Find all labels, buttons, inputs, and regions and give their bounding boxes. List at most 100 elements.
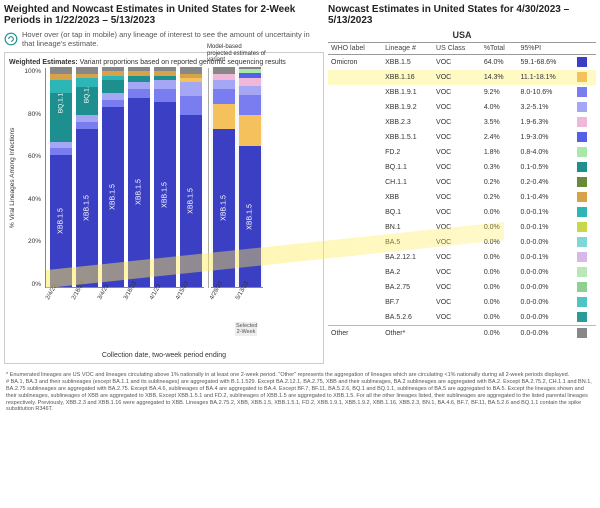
bar[interactable]: XBB.1.5 [154, 67, 176, 287]
bar-segment[interactable] [102, 80, 124, 93]
table-row[interactable]: BF.7VOC0.0%0.0-0.0% [328, 295, 596, 310]
bar-segment[interactable] [154, 76, 176, 80]
bar[interactable]: XBB.1.5 [128, 67, 150, 287]
table-row[interactable]: XBB.1.16VOC14.3%11.1-18.1% [328, 70, 596, 85]
main-bars[interactable]: XBB.1.5BQ.1.1XBB.1.5BQ.1.1XBB.1.5XBB.1.5… [45, 68, 204, 288]
color-swatch [577, 132, 587, 142]
bar-segment[interactable] [154, 89, 176, 102]
table-row[interactable]: FD.2VOC1.8%0.8-4.0% [328, 145, 596, 160]
bar-segment[interactable] [102, 100, 124, 107]
bar-dominant-label: XBB.1.5 [58, 208, 65, 234]
bar[interactable]: XBB.1.5 [239, 67, 261, 287]
bar-segment[interactable] [213, 67, 235, 74]
bar-segment[interactable]: XBB.1.5 [213, 129, 235, 287]
table-row[interactable]: BA.5.2.6VOC0.0%0.0-0.0% [328, 310, 596, 326]
bar-segment[interactable] [102, 93, 124, 100]
bar-segment[interactable] [102, 67, 124, 71]
bar[interactable]: XBB.1.5 [213, 67, 235, 287]
bar-segment[interactable]: XBB.1.5 [76, 129, 98, 287]
bar-segment[interactable] [213, 80, 235, 89]
bar-segment[interactable] [128, 67, 150, 71]
table-row[interactable]: BN.1VOC0.0%0.0-0.1% [328, 220, 596, 235]
color-swatch [577, 207, 587, 217]
table-row[interactable]: BA.5VOC0.0%0.0-0.0% [328, 235, 596, 250]
bar[interactable]: XBB.1.5 [102, 67, 124, 287]
bar[interactable]: XBB.1.5 BQ.1.1 [76, 67, 98, 287]
bar-segment[interactable] [76, 115, 98, 122]
bar-segment[interactable] [50, 74, 72, 81]
bar-segment[interactable] [180, 78, 202, 82]
bar-segment[interactable] [102, 76, 124, 80]
color-swatch [577, 237, 587, 247]
bar[interactable]: XBB.1.5 BQ.1.1 [50, 67, 72, 287]
bar-segment[interactable] [128, 76, 150, 83]
bar-dominant-label: XBB.1.5 [221, 195, 228, 221]
bar-segment[interactable] [154, 71, 176, 75]
nowcast-bars[interactable]: XBB.1.5 XBB.1.5 [211, 68, 263, 288]
bar-dominant-label: XBB.1.5 [136, 180, 143, 206]
footnote-2: # BA.1, BA.3 and their sublineages (exce… [6, 379, 594, 413]
bar-segment[interactable] [180, 82, 202, 95]
bar-segment[interactable] [128, 82, 150, 89]
bar-segment[interactable] [180, 67, 202, 74]
bar-segment[interactable] [213, 89, 235, 104]
bar-segment[interactable] [50, 80, 72, 93]
bar-segment[interactable] [239, 73, 261, 78]
bar-segment[interactable] [50, 148, 72, 155]
bar-segment[interactable]: BQ.1.1 [50, 93, 72, 141]
bar-segment[interactable] [154, 80, 176, 89]
color-swatch [577, 222, 587, 232]
bar-segment[interactable] [239, 78, 261, 86]
table-row[interactable]: BQ.1VOC0.0%0.0-0.1% [328, 205, 596, 220]
bar-segment[interactable] [50, 67, 72, 74]
color-swatch [577, 162, 587, 172]
bar-segment[interactable]: BQ.1.1 [76, 87, 98, 116]
bar-segment[interactable] [128, 71, 150, 75]
table-row[interactable]: XBB.2.3VOC3.5%1.9-6.3% [328, 115, 596, 130]
bar-segment[interactable] [239, 115, 261, 146]
bar-segment[interactable] [239, 69, 261, 73]
bar[interactable]: XBB.1.5 [180, 67, 202, 287]
bar-segment[interactable] [102, 71, 124, 75]
table-row[interactable]: XBBVOC0.2%0.1-0.4% [328, 190, 596, 205]
table-row[interactable]: BA.2.75VOC0.0%0.0-0.0% [328, 280, 596, 295]
table-row[interactable]: BQ.1.1VOC0.3%0.1-0.5% [328, 160, 596, 175]
table-row[interactable]: XBB.1.5.1VOC2.4%1.9-3.0% [328, 130, 596, 145]
bar-segment[interactable] [50, 142, 72, 149]
lineage-table: WHO labelLineage #US Class%Total95%PI Om… [328, 42, 596, 341]
color-swatch [577, 297, 587, 307]
chart-container: Weighted Estimates: Variant proportions … [4, 52, 324, 364]
bar-segment[interactable] [128, 89, 150, 98]
table-row[interactable]: OtherOther*0.0%0.0-0.0% [328, 326, 596, 342]
bar-segment[interactable] [76, 78, 98, 87]
bar-segment[interactable]: XBB.1.5 [180, 115, 202, 287]
bar-segment[interactable] [239, 67, 261, 69]
table-row[interactable]: BA.2VOC0.0%0.0-0.0% [328, 265, 596, 280]
bar-segment[interactable]: XBB.1.5 [50, 155, 72, 287]
bar-segment[interactable] [180, 74, 202, 78]
bar-segment[interactable] [76, 67, 98, 74]
table-row[interactable]: OmicronXBB.1.5VOC64.0%59.1-68.6% [328, 55, 596, 71]
bar-segment[interactable] [76, 122, 98, 129]
bar-segment[interactable]: XBB.1.5 [128, 98, 150, 287]
bar-segment[interactable] [76, 74, 98, 78]
bar-segment[interactable] [180, 96, 202, 116]
bar-segment[interactable]: XBB.1.5 [239, 146, 261, 287]
footnotes: * Enumerated lineages are US VOC and lin… [0, 368, 600, 413]
bar-segment[interactable] [213, 104, 235, 128]
table-row[interactable]: CH.1.1VOC0.2%0.2-0.4% [328, 175, 596, 190]
table-row[interactable]: XBB.1.9.1VOC9.2%8.0-10.6% [328, 85, 596, 100]
bar-segment[interactable] [239, 95, 261, 115]
weighted-label: Weighted Estimates: Variant proportions … [9, 59, 319, 66]
bar-segment[interactable] [154, 67, 176, 71]
bar-segment[interactable] [213, 74, 235, 81]
bar-segment[interactable] [239, 86, 261, 95]
table-header: Lineage # [382, 43, 433, 55]
table-row[interactable]: XBB.1.9.2VOC4.0%3.2-5.1% [328, 100, 596, 115]
bar-segment[interactable]: XBB.1.5 [102, 107, 124, 287]
table-header-row: WHO labelLineage #US Class%Total95%PI [328, 43, 596, 55]
color-swatch [577, 102, 587, 112]
color-swatch [577, 328, 587, 338]
table-row[interactable]: BA.2.12.1VOC0.0%0.0-0.1% [328, 250, 596, 265]
bar-segment[interactable]: XBB.1.5 [154, 102, 176, 287]
